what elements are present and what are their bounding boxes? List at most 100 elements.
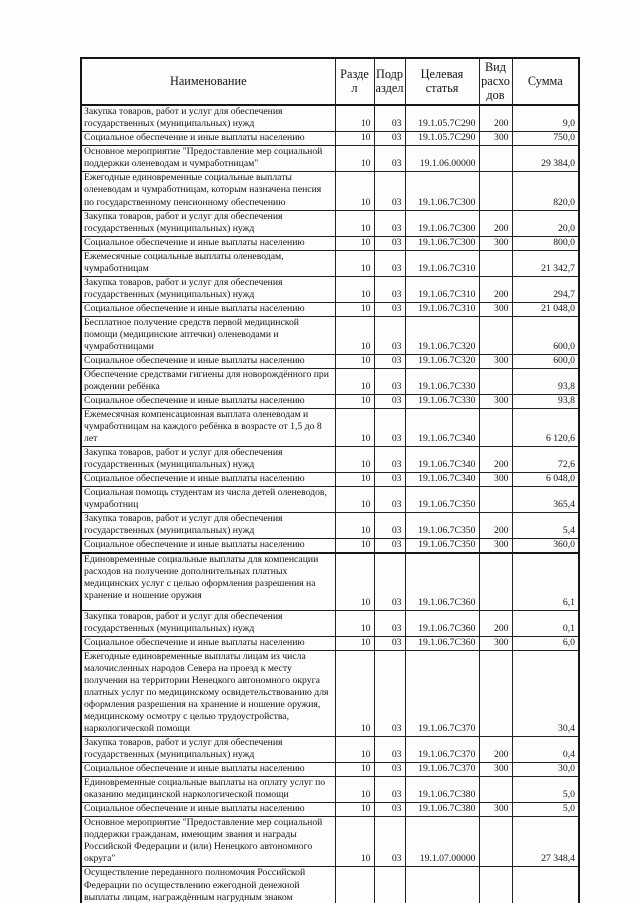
cell-vid: 200	[478, 736, 513, 764]
table-row: Ежемесячная компенсационная выплата олен…	[80, 408, 580, 448]
cell-summa: 30,4	[511, 649, 580, 738]
cell-summa: 27 348,4	[511, 816, 580, 868]
cell-razdel: 10	[334, 486, 375, 514]
cell-vid	[478, 866, 513, 903]
cell-razdel: 10	[334, 104, 375, 133]
cell-target: 19.1.06.7C300	[404, 235, 480, 251]
cell-summa: 93,8	[511, 367, 580, 395]
cell-podrazdel: 03	[373, 171, 406, 211]
cell-razdel: 10	[334, 249, 375, 277]
cell-razdel: 10	[334, 315, 375, 355]
cell-target: 19.1.06.7C340	[404, 472, 480, 488]
cell-target: 19.1.06.7C360	[404, 635, 480, 651]
cell-vid: 300	[478, 635, 513, 651]
cell-podrazdel: 03	[373, 512, 406, 540]
cell-razdel: 10	[334, 866, 375, 903]
table-row: Закупка товаров, работ и услуг для обесп…	[80, 736, 580, 764]
cell-podrazdel: 03	[373, 736, 406, 764]
table-row: Основное мероприятие "Предоставление мер…	[80, 816, 580, 868]
table-row: Социальная помощь студентам из числа дет…	[80, 486, 580, 514]
cell-summa: 6 048,0	[511, 472, 580, 488]
cell-vid	[478, 776, 513, 804]
cell-razdel: 10	[334, 408, 375, 448]
cell-target: 19.1.05.7C290	[404, 131, 480, 147]
cell-razdel: 10	[334, 367, 375, 395]
cell-name: Закупка товаров, работ и услуг для обесп…	[80, 609, 336, 637]
table-row: Закупка товаров, работ и услуг для обесп…	[80, 512, 580, 540]
table-row: Социальное обеспечение и иные выплаты на…	[80, 472, 580, 488]
cell-target: 19.1.06.7C360	[404, 609, 480, 637]
table-row: Социальное обеспечение и иные выплаты на…	[80, 635, 580, 651]
cell-vid	[478, 145, 513, 173]
cell-summa: 6,0	[511, 635, 580, 651]
cell-podrazdel: 03	[373, 776, 406, 804]
cell-name: Ежемесячная компенсационная выплата олен…	[80, 408, 336, 448]
cell-summa: 72,6	[511, 446, 580, 474]
cell-vid	[478, 552, 513, 611]
cell-summa: 365,4	[511, 486, 580, 514]
cell-razdel: 10	[334, 552, 375, 611]
cell-podrazdel: 03	[373, 816, 406, 868]
cell-razdel: 10	[334, 609, 375, 637]
column-header-podrazdel: Подр аздел	[373, 57, 406, 107]
cell-summa: 360,0	[511, 538, 580, 554]
table-row: Социальное обеспечение и иные выплаты на…	[80, 802, 580, 818]
cell-razdel: 10	[334, 736, 375, 764]
cell-podrazdel: 03	[373, 538, 406, 554]
cell-podrazdel: 03	[373, 367, 406, 395]
budget-table: Наименование Разде л Подр аздел Целевая …	[80, 57, 580, 903]
table-row: Бесплатное получение средств первой меди…	[80, 315, 580, 355]
cell-vid	[478, 367, 513, 395]
table-row: Закупка товаров, работ и услуг для обесп…	[80, 275, 580, 303]
cell-razdel: 10	[334, 472, 375, 488]
column-header-target: Целевая статья	[404, 57, 480, 107]
cell-name: Социальное обеспечение и иные выплаты на…	[80, 802, 336, 818]
cell-vid: 300	[478, 353, 513, 369]
cell-vid: 200	[478, 275, 513, 303]
cell-podrazdel: 03	[373, 472, 406, 488]
table-row: Закупка товаров, работ и услуг для обесп…	[80, 609, 580, 637]
cell-name: Социальное обеспечение и иные выплаты на…	[80, 635, 336, 651]
cell-vid: 200	[478, 209, 513, 237]
cell-podrazdel: 03	[373, 235, 406, 251]
cell-target: 19.1.06.7C330	[404, 367, 480, 395]
cell-razdel: 10	[334, 171, 375, 211]
cell-summa: 9,0	[511, 104, 580, 133]
cell-podrazdel: 03	[373, 408, 406, 448]
cell-razdel: 10	[334, 762, 375, 778]
cell-target: 19.1.06.00000	[404, 145, 480, 173]
cell-name: Закупка товаров, работ и услуг для обесп…	[80, 275, 336, 303]
cell-name: Основное мероприятие "Предоставление мер…	[80, 145, 336, 173]
cell-name: Бесплатное получение средств первой меди…	[80, 315, 336, 355]
cell-summa: 5,4	[511, 512, 580, 540]
cell-target: 19.1.06.7C340	[404, 408, 480, 448]
cell-vid	[478, 816, 513, 868]
cell-podrazdel: 03	[373, 209, 406, 237]
cell-summa: 29 384,0	[511, 145, 580, 173]
table-row: Закупка товаров, работ и услуг для обесп…	[80, 209, 580, 237]
cell-vid	[478, 408, 513, 448]
cell-name: Социальное обеспечение и иные выплаты на…	[80, 762, 336, 778]
cell-target: 19.1.06.7C310	[404, 249, 480, 277]
cell-vid	[478, 486, 513, 514]
cell-summa: 294,7	[511, 275, 580, 303]
table-row: Ежегодные единовременные социальные выпл…	[80, 171, 580, 211]
cell-name: Обеспечение средствами гигиены для новор…	[80, 367, 336, 395]
cell-vid	[478, 315, 513, 355]
table-row: Социальное обеспечение и иные выплаты на…	[80, 301, 580, 317]
column-header-name: Наименование	[80, 57, 336, 107]
cell-razdel: 10	[334, 446, 375, 474]
cell-podrazdel: 03	[373, 486, 406, 514]
cell-name: Единовременные социальные выплаты на опл…	[80, 776, 336, 804]
table-row: Социальное обеспечение и иные выплаты на…	[80, 393, 580, 410]
cell-target: 19.1.06.7C320	[404, 353, 480, 369]
cell-razdel: 10	[334, 776, 375, 804]
cell-vid	[478, 171, 513, 211]
cell-podrazdel: 03	[373, 609, 406, 637]
cell-name: Социальное обеспечение и иные выплаты на…	[80, 393, 336, 410]
cell-razdel: 10	[334, 816, 375, 868]
cell-name: Единовременные социальные выплаты для ко…	[80, 552, 336, 611]
cell-summa: 750,0	[511, 131, 580, 147]
cell-vid: 200	[478, 446, 513, 474]
table-row: Социальное обеспечение и иные выплаты на…	[80, 353, 580, 369]
